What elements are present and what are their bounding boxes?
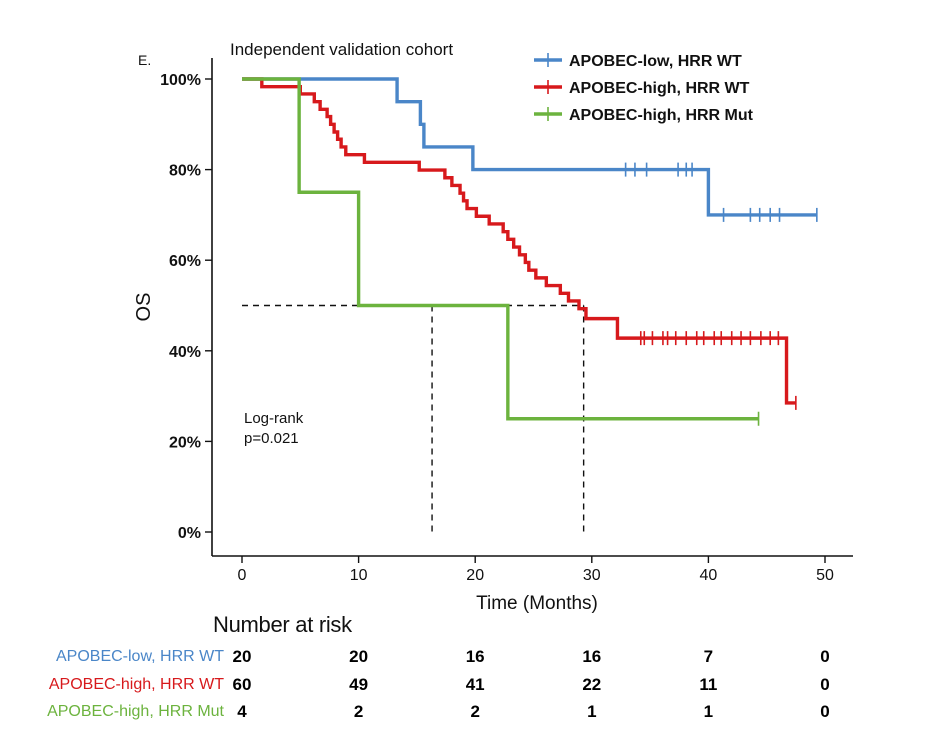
risk-count: 22 xyxy=(582,675,602,694)
y-tick-label: 100% xyxy=(160,72,201,89)
chart-subtitle: Independent validation cohort xyxy=(230,40,454,59)
x-axis-label: Time (Months) xyxy=(476,593,598,614)
legend: APOBEC-low, HRR WT APOBEC-high, HRR WT APO… xyxy=(534,53,754,124)
x-tick-label: 20 xyxy=(466,567,484,584)
risk-count: 49 xyxy=(349,675,369,694)
risk-count: 16 xyxy=(582,647,602,666)
y-tick-label: 20% xyxy=(169,434,201,451)
y-axis-label: OS xyxy=(133,293,155,322)
risk-count: 2 xyxy=(470,702,480,721)
risk-count: 20 xyxy=(349,647,369,666)
y-tick-label: 80% xyxy=(169,163,201,180)
survival-curve-1 xyxy=(242,77,817,217)
y-tick-label: 0% xyxy=(178,525,201,542)
risk-count: 20 xyxy=(232,647,252,666)
legend-label: APOBEC-low, HRR WT xyxy=(569,53,742,70)
risk-count: 1 xyxy=(703,702,714,721)
x-tick-label: 0 xyxy=(238,567,247,584)
risk-row-label: APOBEC-high, HRR WT xyxy=(0,676,224,694)
risk-row-group: APOBEC-high xyxy=(48,676,152,693)
risk-count: 60 xyxy=(232,675,252,694)
risk-count: 1 xyxy=(587,702,597,721)
risk-row-label: APOBEC-low, HRR WT xyxy=(0,648,224,666)
risk-row-group: APOBEC-low xyxy=(55,648,152,665)
risk-count: 11 xyxy=(699,675,718,694)
survival-curves xyxy=(242,77,818,426)
annotation-line: Log-rank xyxy=(244,410,304,427)
risk-count: 16 xyxy=(465,647,485,666)
x-tick-label: 30 xyxy=(583,567,601,584)
risk-count: 2 xyxy=(353,702,364,721)
risk-row-suffix: , HRR Mut xyxy=(149,703,224,720)
risk-count: 0 xyxy=(820,702,830,721)
risk-table-title: Number at risk xyxy=(213,612,352,637)
annotation-line: p=0.021 xyxy=(244,430,299,447)
x-tick-label: 40 xyxy=(700,567,718,584)
x-tick-label: 10 xyxy=(350,567,368,584)
x-tick-label: 50 xyxy=(816,567,834,584)
risk-count: 41 xyxy=(465,675,485,694)
survival-curve-2 xyxy=(242,77,796,405)
risk-row-group: APOBEC-high xyxy=(47,703,150,720)
axes: 0% 20% 40% 60% 80% 100% 0 10 20 30 40 50 Time (Month… xyxy=(133,58,853,614)
legend-label: APOBEC-high, HRR WT xyxy=(569,80,750,97)
risk-row-label: APOBEC-high, HRR Mut xyxy=(0,703,224,721)
risk-count: 7 xyxy=(703,647,714,666)
risk-row-suffix: , HRR WT xyxy=(151,648,224,665)
risk-count: 4 xyxy=(237,702,247,721)
survival-curve-3 xyxy=(242,77,759,421)
panel-label: E. xyxy=(138,52,152,68)
logrank-annotation: Log-rank p=0.021 xyxy=(244,410,304,447)
risk-row-suffix: , HRR WT xyxy=(151,676,224,693)
risk-count: 0 xyxy=(820,647,830,666)
y-tick-label: 60% xyxy=(169,253,201,270)
legend-label: APOBEC-high, HRR Mut xyxy=(569,107,754,124)
risk-count: 0 xyxy=(820,675,830,694)
y-tick-label: 40% xyxy=(169,344,201,361)
